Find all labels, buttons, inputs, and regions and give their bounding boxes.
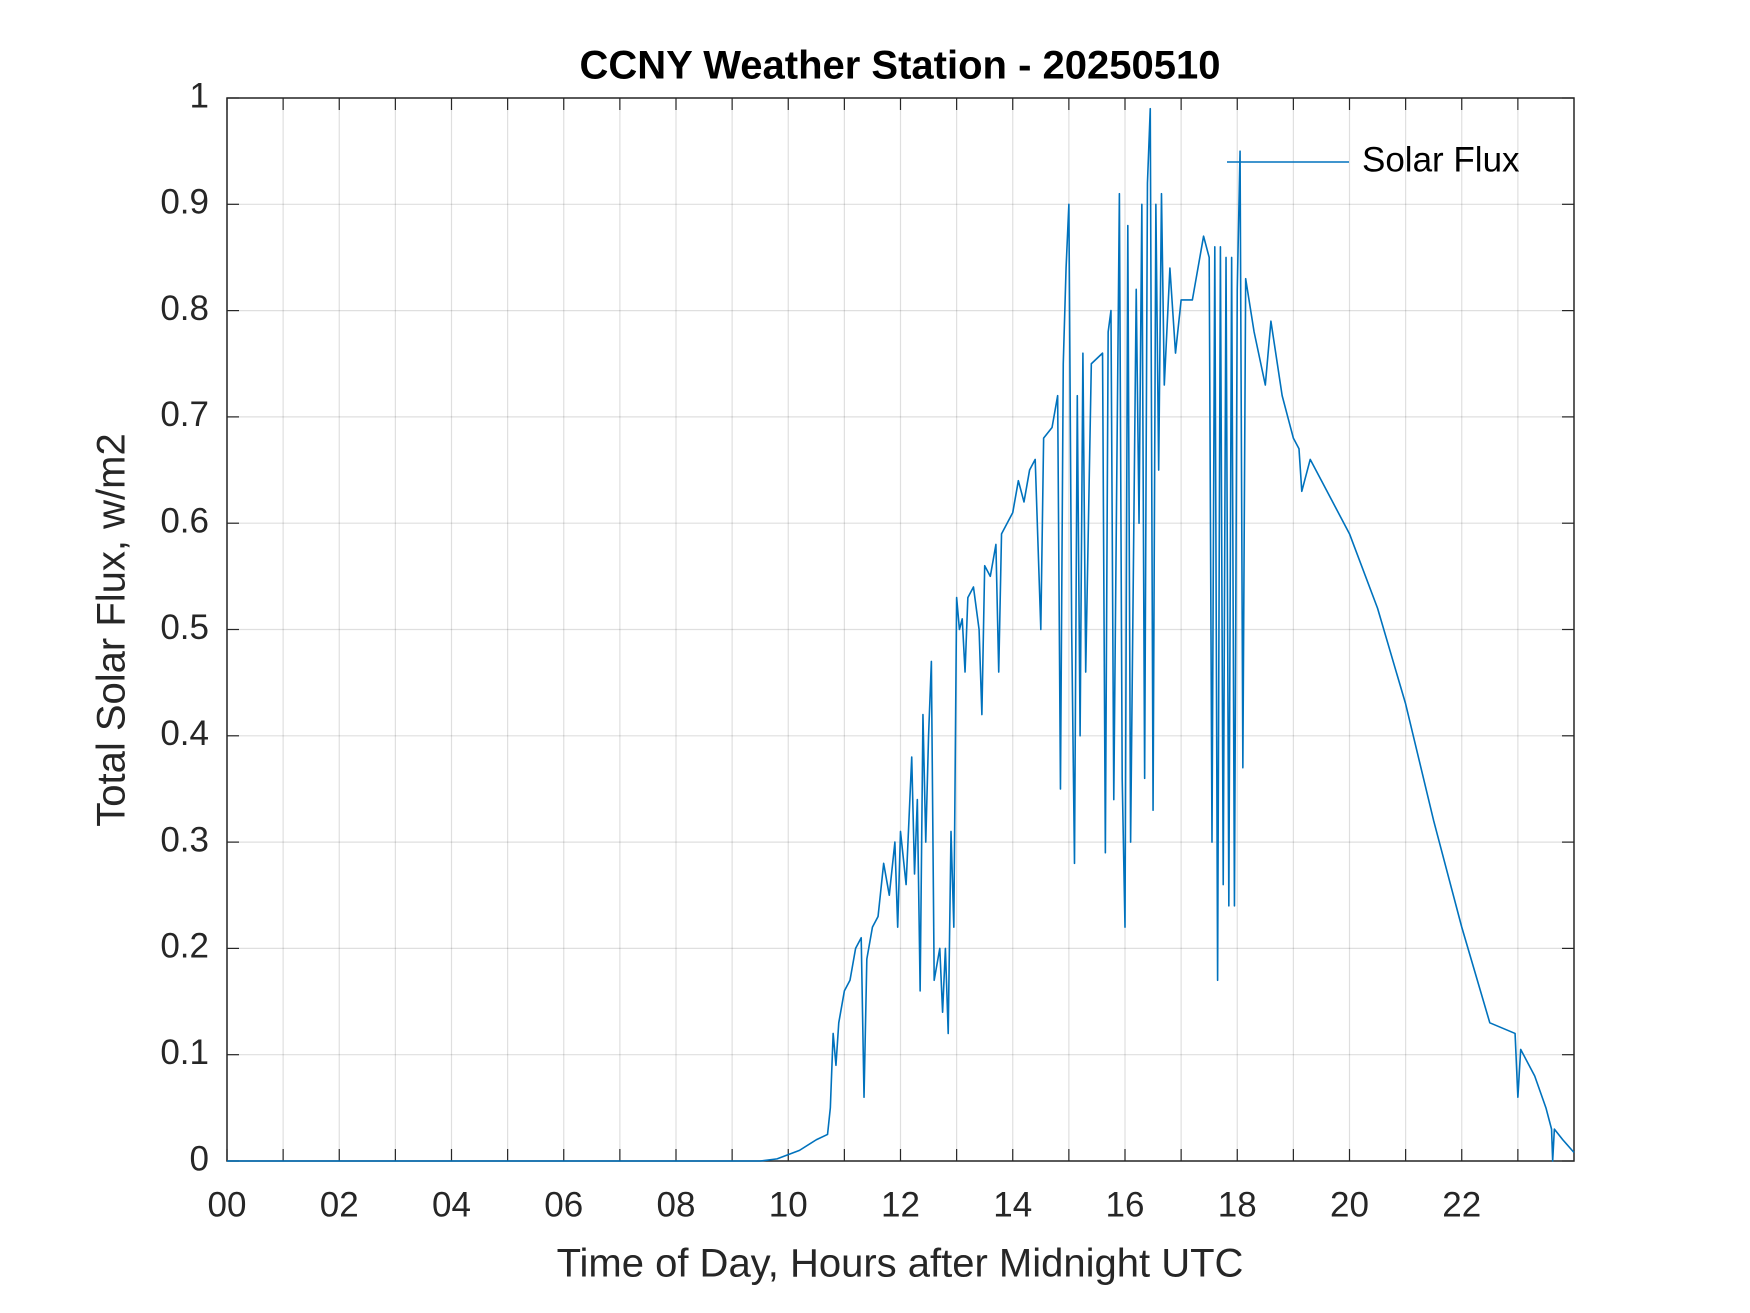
x-tick-label: 14 bbox=[993, 1185, 1032, 1224]
y-tick-label: 1 bbox=[190, 76, 209, 115]
x-tick-label: 08 bbox=[657, 1185, 696, 1224]
x-tick-label: 20 bbox=[1330, 1185, 1369, 1224]
x-tick-label: 16 bbox=[1106, 1185, 1145, 1224]
data-line bbox=[227, 107, 1575, 1162]
y-tick-label: 0 bbox=[190, 1139, 209, 1178]
plot-frame bbox=[226, 97, 1575, 1162]
y-tick-label: 0.4 bbox=[160, 714, 209, 753]
x-tick-label: 12 bbox=[881, 1185, 920, 1224]
x-tick-label: 10 bbox=[769, 1185, 808, 1224]
y-tick-label: 0.6 bbox=[160, 501, 209, 540]
chart-title: CCNY Weather Station - 20250510 bbox=[580, 44, 1221, 88]
y-tick-label: 0.3 bbox=[160, 820, 209, 859]
legend-label: Solar Flux bbox=[1362, 140, 1520, 179]
y-tick-label: 0.8 bbox=[160, 289, 209, 328]
x-tick-label: 02 bbox=[320, 1185, 359, 1224]
x-tick-label: 04 bbox=[432, 1185, 471, 1224]
y-tick-label: 0.7 bbox=[160, 395, 209, 434]
y-tick-label: 0.9 bbox=[160, 183, 209, 222]
x-tick-label: 00 bbox=[208, 1185, 247, 1224]
x-axis-label: Time of Day, Hours after Midnight UTC bbox=[557, 1242, 1244, 1286]
x-tick-label: 18 bbox=[1218, 1185, 1257, 1224]
y-tick-label: 0.1 bbox=[160, 1033, 209, 1072]
x-tick-label: 22 bbox=[1442, 1185, 1481, 1224]
x-tick-label: 06 bbox=[544, 1185, 583, 1224]
y-tick-label: 0.2 bbox=[160, 927, 209, 966]
y-axis-label: Total Solar Flux, w/m2 bbox=[90, 433, 134, 826]
y-tick-label: 0.5 bbox=[160, 608, 209, 647]
